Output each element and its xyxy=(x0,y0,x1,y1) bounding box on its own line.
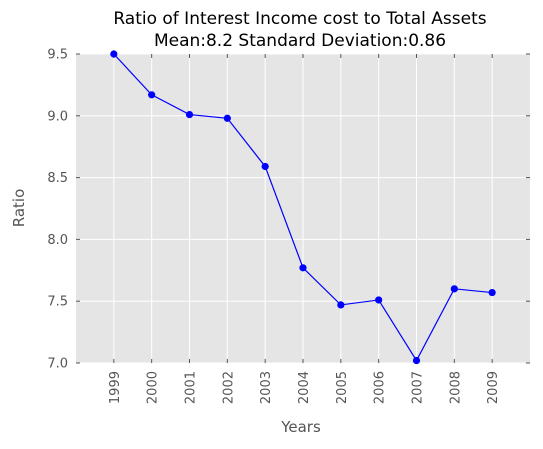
y-tick-label: 7.0 xyxy=(47,357,68,372)
y-tick-label: 7.5 xyxy=(47,295,68,310)
data-point xyxy=(412,356,421,365)
x-tick-label: 2009 xyxy=(486,371,501,404)
chart-subtitle: Mean:8.2 Standard Deviation:0.86 xyxy=(154,31,446,51)
axis-tick-labels: 1999 2000 2001 2002 2003 2004 2005 2006 2007 2008… xyxy=(47,48,501,405)
y-tick-label: 8.0 xyxy=(47,233,68,248)
x-tick-label: 2007 xyxy=(411,371,426,404)
x-tick-label: 2001 xyxy=(184,371,199,404)
x-tick-label: 2006 xyxy=(373,371,388,404)
x-tick-label: 2000 xyxy=(146,371,161,404)
data-point xyxy=(488,288,496,297)
grid-lines xyxy=(76,53,530,364)
data-point xyxy=(185,110,194,119)
x-tick-label: 2005 xyxy=(335,371,350,404)
data-point xyxy=(450,285,458,293)
data-point xyxy=(337,301,345,309)
x-tick-label: 2003 xyxy=(259,371,274,404)
data-point xyxy=(261,162,269,171)
data-series xyxy=(110,50,496,365)
data-point xyxy=(110,50,118,58)
data-point xyxy=(375,296,383,304)
data-point xyxy=(223,114,231,122)
y-tick-label: 9.5 xyxy=(47,48,68,63)
x-tick-label: 2004 xyxy=(297,371,312,404)
data-point xyxy=(148,91,156,99)
x-tick-label: 2008 xyxy=(448,371,463,404)
y-tick-label: 9.0 xyxy=(47,109,68,124)
x-axis-label: Years xyxy=(280,418,321,436)
data-point xyxy=(299,264,307,272)
chart-title: Ratio of Interest Income cost to Total A… xyxy=(113,9,486,29)
x-tick-label: 2002 xyxy=(221,371,236,404)
y-axis-label: Ratio xyxy=(10,189,28,228)
y-tick-label: 8.5 xyxy=(47,171,68,186)
x-tick-label: 1999 xyxy=(108,371,123,404)
